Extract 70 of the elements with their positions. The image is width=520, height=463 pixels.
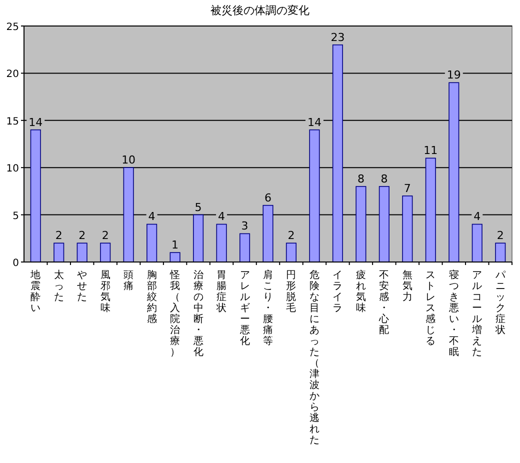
x-tick-label: 頭痛 [124, 270, 134, 292]
bar [76, 242, 88, 262]
x-tick-label: 肩こり・腰痛等 [263, 269, 273, 347]
y-tick-label: 10 [6, 164, 19, 175]
x-tick-label: 疲れ気味 [356, 269, 366, 314]
data-label: 3 [241, 220, 248, 233]
data-label: 8 [357, 172, 364, 186]
bar [286, 242, 297, 262]
data-label: 2 [102, 229, 109, 242]
bar [472, 224, 482, 262]
data-label: 10 [122, 154, 136, 167]
data-label: 23 [330, 30, 345, 44]
x-tick-label: 胸部絞約感 [146, 269, 157, 325]
data-label: 4 [218, 210, 226, 224]
bar [448, 82, 460, 262]
data-label: 4 [148, 210, 156, 224]
y-tick-label: 5 [12, 210, 19, 222]
bar [425, 158, 436, 262]
data-label: 4 [474, 210, 481, 224]
bar [170, 252, 180, 262]
x-tick-label: やせた [77, 270, 88, 303]
x-tick-label: イライラ [332, 270, 343, 314]
x-tick-label: 無気力 [402, 269, 412, 303]
bar [193, 214, 204, 262]
data-label: 1 [172, 238, 179, 252]
bar [239, 233, 250, 262]
category-label: 危険な目にあった（津波から逃れた [309, 270, 320, 446]
x-tick-label: アルコール増えた [471, 270, 482, 358]
x-tick-label: 胃腸症状 [216, 270, 227, 314]
bar [30, 129, 41, 262]
bar [123, 167, 134, 262]
bar [262, 204, 274, 262]
data-label: 7 [404, 182, 411, 195]
bar [309, 129, 320, 262]
chart-title: 被災後の体調の変化 [210, 4, 310, 17]
bar [332, 44, 343, 262]
data-label: 14 [28, 116, 43, 129]
x-tick-label: パニック症状 [494, 270, 506, 336]
data-label: 2 [288, 229, 295, 242]
bar [378, 186, 390, 262]
bar [146, 224, 158, 262]
y-tick-label: 25 [6, 22, 19, 33]
data-label: 6 [264, 191, 272, 204]
x-tick-label: 不安感・心配 [378, 270, 390, 336]
bar [495, 242, 506, 262]
x-tick-label: 風邪気味 [100, 270, 110, 314]
bar [54, 242, 64, 262]
data-label: 14 [307, 116, 322, 129]
x-tick-label: アレルギー悪化 [238, 270, 250, 347]
x-tick-label: 怪我（入院治療） [169, 269, 180, 358]
data-label: 19 [446, 68, 461, 82]
bar [402, 196, 413, 262]
bar [356, 186, 366, 262]
data-label: 2 [55, 229, 62, 242]
data-label: 2 [78, 229, 86, 242]
bar [216, 224, 227, 262]
x-tick-label: ストレス感じる [426, 270, 436, 347]
data-label: 8 [380, 172, 388, 186]
x-tick-label: 円形脱毛 [286, 270, 296, 314]
bar [100, 242, 111, 262]
data-label: 5 [194, 200, 202, 214]
data-label: 11 [424, 144, 438, 158]
x-tick-label: 太った [54, 269, 64, 303]
x-tick-label: 寝つき悪い・不眠 [448, 269, 459, 358]
x-tick-label: 地震酔い [30, 269, 41, 314]
y-tick-label: 0 [12, 258, 19, 269]
data-label: 2 [496, 229, 504, 242]
y-tick-label: 15 [6, 116, 19, 128]
x-tick-label: 治療の中断・悪化 [192, 269, 204, 358]
y-tick-label: 20 [6, 69, 19, 80]
